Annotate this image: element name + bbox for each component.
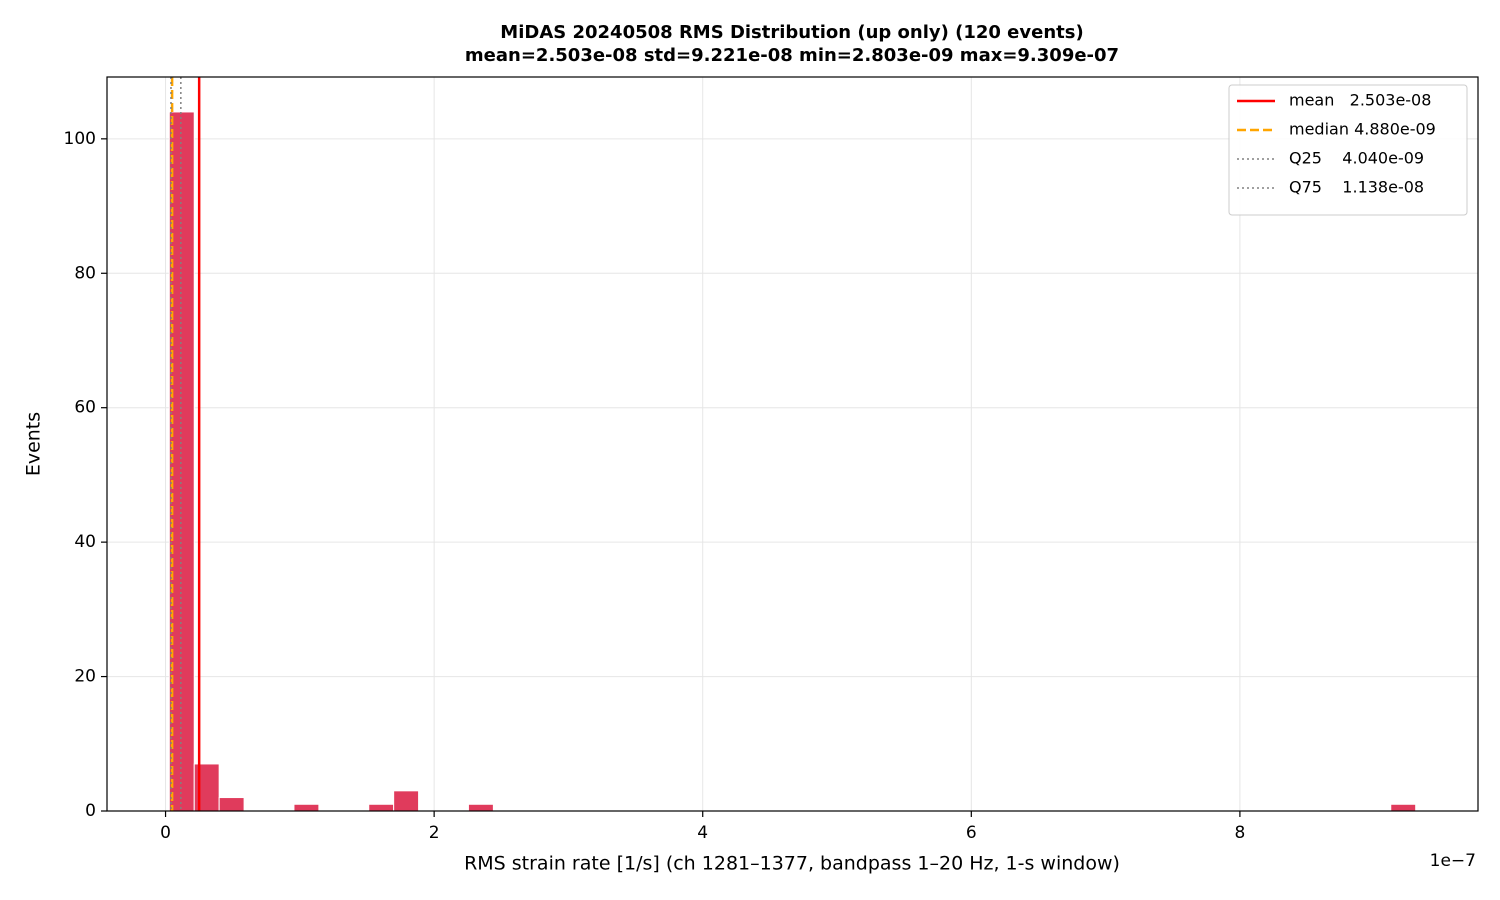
- bar: [1390, 803, 1417, 812]
- y-tick-label: 100: [64, 129, 96, 149]
- legend-label: Q25 4.040e-09: [1289, 149, 1424, 168]
- bar: [393, 790, 420, 812]
- legend-label: median 4.880e-09: [1289, 120, 1436, 139]
- x-tick-label: 8: [1234, 823, 1245, 843]
- x-tick-label: 2: [429, 823, 440, 843]
- bar: [368, 803, 395, 812]
- y-axis-label: Events: [23, 412, 45, 476]
- bar: [467, 803, 494, 812]
- legend-box: [1228, 84, 1468, 216]
- chart-title: MiDAS 20240508 RMS Distribution (up only…: [500, 22, 1083, 43]
- legend-label: Q75 1.138e-08: [1289, 178, 1424, 197]
- x-axis-label: RMS strain rate [1/s] (ch 1281–1377, ban…: [464, 853, 1120, 875]
- x-tick-label: 6: [966, 823, 977, 843]
- bar: [293, 803, 320, 812]
- bar: [218, 797, 245, 812]
- y-tick-label: 20: [74, 667, 96, 687]
- x-offset-label: 1e−7: [1430, 851, 1476, 871]
- y-tick-label: 80: [74, 263, 96, 283]
- legend-label: mean 2.503e-08: [1289, 91, 1431, 110]
- plot-frame: [106, 76, 1479, 812]
- bar: [168, 111, 195, 812]
- y-tick-label: 0: [85, 801, 96, 821]
- chart-subtitle: mean=2.503e-08 std=9.221e-08 min=2.803e-…: [465, 45, 1119, 66]
- y-tick-label: 40: [74, 532, 96, 552]
- y-tick-label: 60: [74, 398, 96, 418]
- x-tick-label: 0: [160, 823, 171, 843]
- x-tick-label: 4: [697, 823, 708, 843]
